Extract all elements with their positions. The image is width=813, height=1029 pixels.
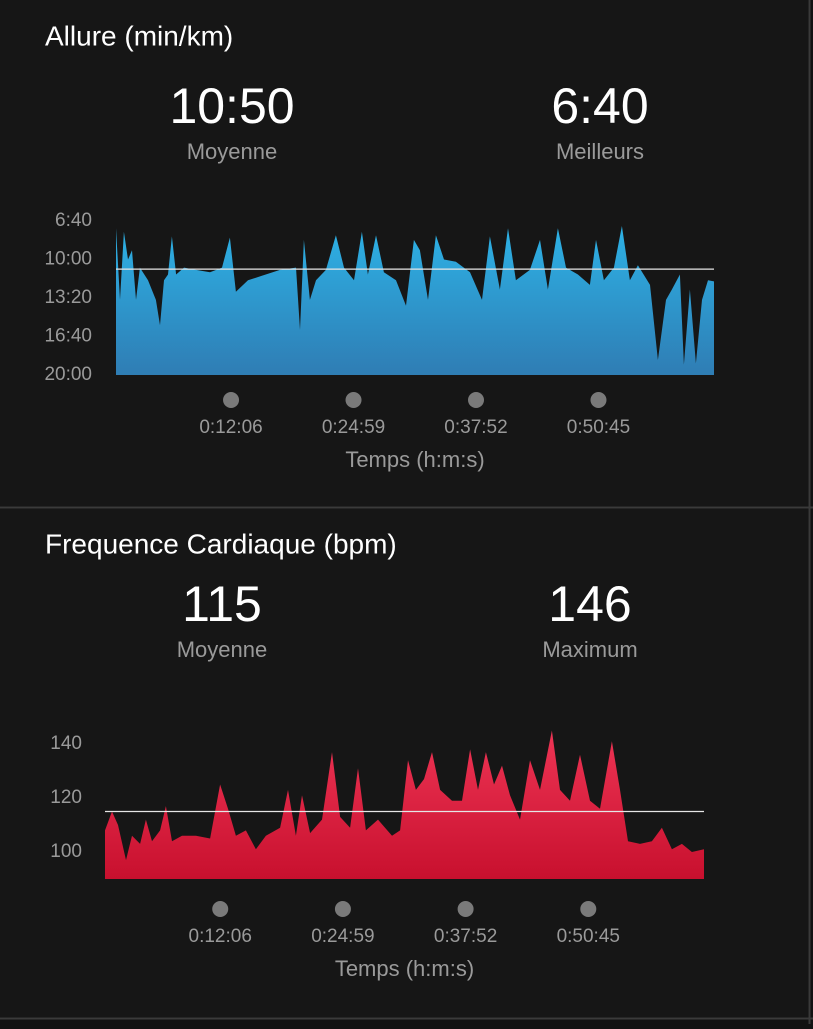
y-tick-label: 120: [50, 787, 82, 808]
stat-value: 10:50: [169, 78, 294, 134]
y-tick-label: 6:40: [55, 210, 92, 231]
x-axis-title: Temps (h:m:s): [335, 956, 474, 981]
x-tick-label: 0:12:06: [199, 417, 262, 438]
chart-title: Allure (min/km): [45, 20, 233, 51]
y-tick-label: 16:40: [44, 326, 92, 347]
area: [105, 730, 704, 879]
x-tick-dot: [457, 901, 474, 917]
stat-name: Moyenne: [187, 139, 278, 164]
stat-value: 146: [548, 576, 631, 632]
y-tick-label: 140: [50, 733, 82, 754]
x-tick-dot: [223, 392, 240, 408]
x-tick-label: 0:50:45: [557, 926, 620, 947]
chart-title: Frequence Cardiaque (bpm): [45, 528, 397, 559]
y-tick-label: 20:00: [44, 364, 92, 385]
stat-name: Moyenne: [177, 637, 268, 662]
x-axis-title: Temps (h:m:s): [345, 447, 484, 472]
y-tick-label: 100: [50, 841, 82, 862]
stat-name: Maximum: [542, 637, 637, 662]
stat-name: Meilleurs: [556, 139, 644, 164]
x-tick-dot: [345, 392, 362, 408]
area: [116, 226, 714, 375]
y-tick-label: 13:20: [44, 287, 92, 308]
x-tick-label: 0:37:52: [434, 926, 497, 947]
pace-panel: [0, 0, 808, 506]
x-tick-label: 0:24:59: [322, 417, 385, 438]
x-tick-label: 0:24:59: [311, 926, 374, 947]
stat-value: 6:40: [551, 78, 648, 134]
y-tick-label: 10:00: [44, 249, 92, 270]
heart-rate-panel: [0, 509, 808, 1017]
x-tick-label: 0:50:45: [567, 417, 630, 438]
x-tick-dot: [590, 392, 607, 408]
stat-value: 115: [182, 576, 262, 632]
x-tick-dot: [580, 901, 597, 917]
x-tick-dot: [468, 392, 485, 408]
x-tick-label: 0:12:06: [189, 926, 252, 947]
x-tick-label: 0:37:52: [444, 417, 507, 438]
x-tick-dot: [334, 901, 351, 917]
x-tick-dot: [212, 901, 229, 917]
